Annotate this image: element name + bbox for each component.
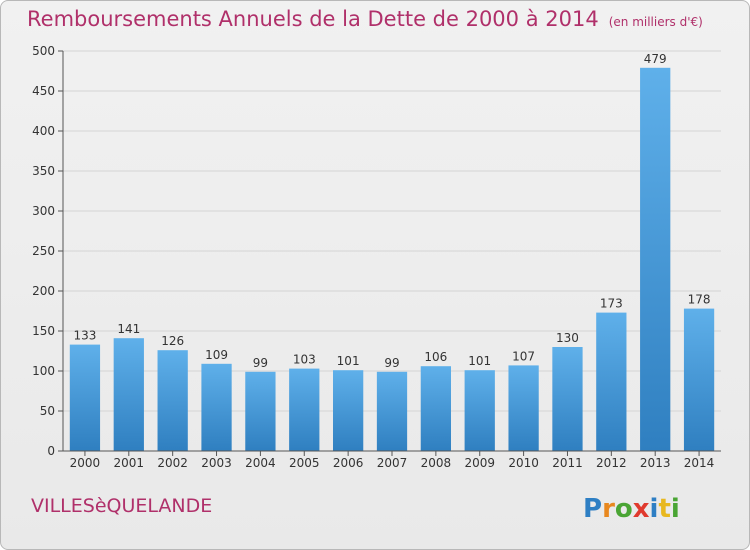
y-tick-label: 250 — [32, 244, 55, 258]
x-tick-label: 2007 — [377, 456, 408, 470]
y-tick-label: 100 — [32, 364, 55, 378]
bar-2002 — [157, 350, 188, 451]
bar-2013 — [640, 67, 671, 452]
bar-2007 — [376, 371, 408, 451]
x-tick-label: 2003 — [201, 456, 232, 470]
x-tick-label: 2001 — [114, 456, 145, 470]
bar-2009 — [464, 370, 495, 451]
x-axis: 2000 2001 2002 2003 2004 2005 2006 2007 2008 2009… — [63, 450, 721, 470]
chart-subtitle: (en milliers d'€) — [608, 15, 703, 29]
place-name: VILLESèQUELANDE — [31, 495, 213, 517]
y-tick-label: 0 — [47, 444, 55, 458]
data-label: 101 — [468, 354, 491, 368]
x-tick-label: 2006 — [333, 456, 364, 470]
x-tick-label: 2002 — [157, 456, 188, 470]
x-tick-label: 2014 — [684, 456, 715, 470]
chart-title: Remboursements Annuels de la Dette de 20… — [27, 7, 703, 31]
x-tick-label: 2011 — [552, 456, 583, 470]
data-label: 133 — [73, 329, 96, 343]
y-tick-label: 50 — [40, 404, 55, 418]
bar-2003 — [201, 363, 232, 451]
y-tick-label: 200 — [32, 284, 55, 298]
x-tick-label: 2005 — [289, 456, 320, 470]
y-tick-label: 450 — [32, 84, 55, 98]
bar-2010 — [508, 365, 539, 451]
data-label: 173 — [600, 297, 623, 311]
logo-wordmark: Proxiti — [583, 494, 680, 524]
data-label: 126 — [161, 334, 184, 348]
bar-2000 — [69, 344, 101, 451]
x-tick-label: 2013 — [640, 456, 671, 470]
x-tick-label: 2000 — [70, 456, 101, 470]
data-label: 178 — [688, 293, 711, 307]
bar-2014 — [683, 308, 715, 451]
y-tick-label: 150 — [32, 324, 55, 338]
data-label: 99 — [253, 356, 268, 370]
bar-2005 — [289, 368, 320, 451]
y-tick-label: 350 — [32, 164, 55, 178]
data-label: 103 — [293, 353, 316, 367]
data-label: 99 — [384, 356, 399, 370]
y-tick-label: 400 — [32, 124, 55, 138]
bar-2006 — [332, 370, 364, 451]
proxiti-logo: Proxiti — [583, 494, 680, 524]
data-label: 130 — [556, 331, 579, 345]
bar-2008 — [420, 366, 452, 451]
bar-2012 — [596, 312, 627, 451]
x-tick-label: 2010 — [508, 456, 539, 470]
data-label: 109 — [205, 348, 228, 362]
x-tick-label: 2004 — [245, 456, 276, 470]
bar-2004 — [245, 371, 276, 451]
bars: 133 141 126 109 99 103 101 99 106 101 107 130 173 479… — [69, 52, 715, 452]
title-text: Remboursements Annuels de la Dette de 20… — [27, 7, 599, 31]
data-label: 141 — [117, 322, 140, 336]
y-tick-label: 500 — [32, 44, 55, 58]
x-tick-label: 2009 — [464, 456, 495, 470]
bar-2001 — [113, 338, 144, 451]
x-tick-label: 2012 — [596, 456, 627, 470]
data-label: 107 — [512, 349, 535, 363]
data-label: 106 — [424, 350, 447, 364]
bar-chart: 0 50 100 150 200 250 300 350 400 450 500 133 141 126… — [32, 44, 721, 470]
data-label: 101 — [337, 354, 360, 368]
x-tick-label: 2008 — [421, 456, 452, 470]
data-label: 479 — [644, 52, 667, 66]
bar-2011 — [552, 347, 583, 451]
y-axis: 0 50 100 150 200 250 300 350 400 450 500 — [32, 44, 64, 458]
y-tick-label: 300 — [32, 204, 55, 218]
